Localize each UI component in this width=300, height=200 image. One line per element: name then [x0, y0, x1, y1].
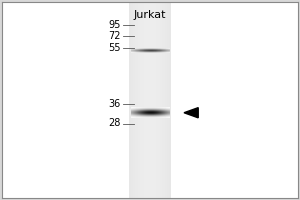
Text: Jurkat: Jurkat: [134, 10, 166, 20]
Text: 95: 95: [108, 20, 120, 30]
Text: 36: 36: [108, 99, 120, 109]
Text: 72: 72: [108, 31, 120, 41]
Text: 55: 55: [108, 43, 120, 53]
Bar: [129, 2, 171, 198]
Text: 28: 28: [108, 118, 120, 129]
Polygon shape: [184, 108, 198, 118]
